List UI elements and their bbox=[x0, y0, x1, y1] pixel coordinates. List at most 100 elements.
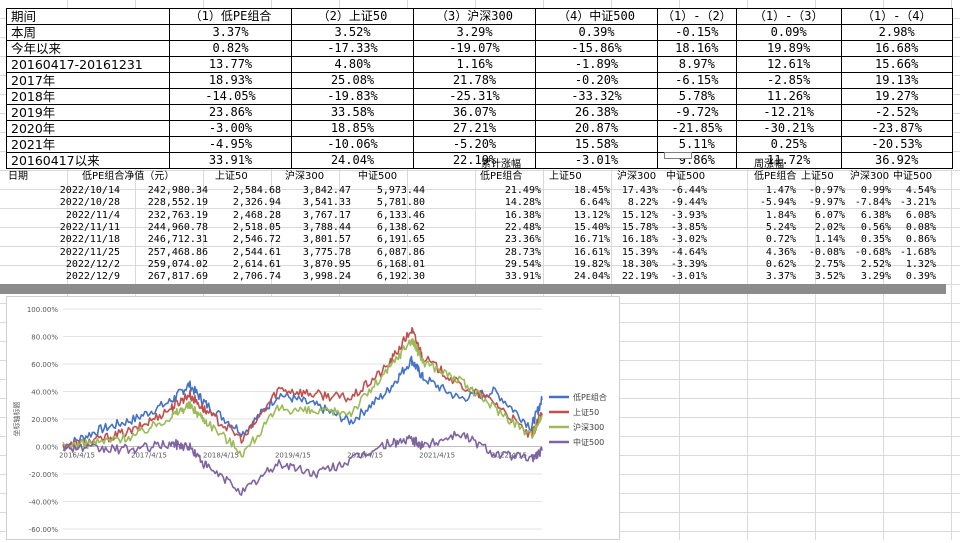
summary-row: 2021年 -4.95% -10.06% -5.20% 15.58% 5.11% 0.25%… bbox=[6, 136, 953, 153]
weekly-value: 0.72% bbox=[765, 234, 796, 246]
summary-row: 20160417-20161231 13.77% 4.80% 1.16% -1.89% 8… bbox=[6, 56, 953, 73]
nav-value: 257,468.86 bbox=[147, 246, 208, 258]
summary-cell: 15.66% bbox=[840, 56, 953, 73]
nav-value: 3,767.17 bbox=[302, 209, 351, 221]
summary-cell: 19.89% bbox=[735, 40, 842, 57]
header-cum-0: 低PE组合 bbox=[480, 171, 523, 182]
summary-cell: -3.01% bbox=[535, 152, 658, 169]
weekly-value: -0.08% bbox=[808, 246, 845, 258]
y-tick-label: 20.00% bbox=[31, 416, 58, 424]
weekly-value: -1.68% bbox=[899, 246, 936, 258]
cumulative-value: 19.82% bbox=[573, 258, 610, 270]
frozen-pane-divider[interactable] bbox=[0, 284, 946, 294]
y-tick-label: -20.00% bbox=[29, 471, 59, 479]
nav-value: 3,842.47 bbox=[302, 185, 351, 196]
summary-cell: -23.87% bbox=[840, 120, 953, 137]
nav-value: 3,801.57 bbox=[302, 234, 351, 246]
header-week-2: 沪深300 bbox=[850, 171, 890, 182]
weekly-value: 0.56% bbox=[860, 221, 891, 233]
weekly-value: 4.36% bbox=[765, 246, 796, 258]
x-tick-label: 2017/4/15 bbox=[131, 452, 167, 460]
cumulative-value: 15.12% bbox=[621, 209, 658, 221]
weekly-value: -5.94% bbox=[759, 197, 796, 209]
legend-label: 中证500 bbox=[573, 437, 604, 447]
cumulative-value: 21.49% bbox=[504, 185, 541, 196]
summary-cell: 21.78% bbox=[413, 72, 536, 89]
nav-value: 2,546.72 bbox=[232, 234, 281, 246]
cumulative-return-chart[interactable]: 100.00% 80.00% 60.00% 40.00% 20.00% 0.00% -20.… bbox=[6, 296, 620, 540]
row-label: 20160417-20161231 bbox=[6, 56, 170, 73]
weekly-value: 1.84% bbox=[765, 209, 796, 221]
summary-cell: -25.31% bbox=[413, 88, 536, 105]
summary-row: 2017年 18.93% 25.08% 21.78% -0.20% -6.15% -2.85… bbox=[6, 72, 953, 89]
weekly-value: 2.52% bbox=[860, 258, 891, 270]
header-col-3: （3）沪深300 bbox=[413, 8, 536, 25]
summary-cell: 23.86% bbox=[169, 104, 292, 121]
summary-cell: -3.00% bbox=[169, 120, 292, 137]
weekly-value: 0.39% bbox=[905, 271, 936, 283]
y-tick-label: 100.00% bbox=[27, 306, 58, 314]
header-col-6: （1）-（3） bbox=[735, 8, 842, 25]
weekly-value: 0.62% bbox=[765, 258, 796, 270]
weekly-value: 0.99% bbox=[860, 185, 891, 196]
nav-value: 2,706.74 bbox=[232, 271, 281, 283]
x-tick-label: 2019/4/15 bbox=[275, 452, 311, 460]
row-label: 今年以来 bbox=[6, 40, 170, 57]
header-week-1: 上证50 bbox=[801, 171, 834, 182]
summary-cell: 22.19% bbox=[413, 152, 536, 169]
summary-cell: 0.82% bbox=[169, 40, 292, 57]
summary-cell: -19.83% bbox=[291, 88, 414, 105]
summary-table: 期间 （1）低PE组合 （2）上证50 （3）沪深300 （4）中证500 （1）-（2）… bbox=[6, 8, 953, 169]
weekly-value: 0.08% bbox=[905, 221, 936, 233]
summary-cell: 18.85% bbox=[291, 120, 414, 137]
cumulative-value: -3.93% bbox=[670, 209, 707, 221]
cumulative-value: 16.18% bbox=[621, 234, 658, 246]
summary-cell: -2.52% bbox=[840, 104, 953, 121]
cumulative-value: -9.44% bbox=[670, 197, 707, 209]
cumulative-value: -4.64% bbox=[670, 246, 707, 258]
summary-cell: 33.91% bbox=[169, 152, 292, 169]
cumulative-value: 24.04% bbox=[573, 271, 610, 283]
cumulative-value: 22.48% bbox=[504, 221, 541, 233]
cumulative-value: 33.91% bbox=[504, 271, 541, 283]
selected-cell-marker[interactable] bbox=[664, 152, 692, 159]
header-date: 日期 bbox=[8, 171, 28, 182]
summary-cell: 13.77% bbox=[169, 56, 292, 73]
nav-value: 6,087.86 bbox=[376, 246, 425, 258]
header-period: 期间 bbox=[6, 8, 170, 25]
summary-cell: -15.86% bbox=[535, 40, 658, 57]
cumulative-value: 18.30% bbox=[621, 258, 658, 270]
nav-value: 2,584.68 bbox=[232, 185, 281, 196]
summary-cell: 4.80% bbox=[291, 56, 414, 73]
summary-cell: 16.68% bbox=[840, 40, 953, 57]
summary-cell: 36.92% bbox=[840, 152, 953, 169]
summary-cell: 0.09% bbox=[735, 24, 842, 41]
header-nav-3: 中证500 bbox=[358, 171, 398, 182]
header-nav-0: 低PE组合净值（元） bbox=[82, 171, 175, 182]
cumulative-value: -3.01% bbox=[670, 271, 707, 283]
row-label: 2021年 bbox=[6, 136, 170, 153]
nav-value: 242,980.34 bbox=[147, 185, 208, 196]
summary-cell: 11.72% bbox=[735, 152, 842, 169]
summary-cell: -33.32% bbox=[535, 88, 658, 105]
nav-value: 228,552.19 bbox=[147, 197, 208, 209]
row-label: 2019年 bbox=[6, 104, 170, 121]
header-nav-2: 沪深300 bbox=[285, 171, 325, 182]
summary-cell: 19.27% bbox=[840, 88, 953, 105]
header-week-3: 中证500 bbox=[893, 171, 933, 182]
summary-cell: -9.72% bbox=[657, 104, 737, 121]
row-date: 2022/11/4 bbox=[65, 209, 120, 221]
summary-cell: 2.98% bbox=[840, 24, 953, 41]
weekly-value: 3.37% bbox=[765, 271, 796, 283]
row-label: 20160417以来 bbox=[6, 152, 170, 169]
y-tick-label: 0.00% bbox=[36, 444, 59, 452]
weekly-value: 1.32% bbox=[905, 258, 936, 270]
header-nav-1: 上证50 bbox=[215, 171, 248, 182]
row-date: 2022/12/2 bbox=[65, 258, 120, 270]
cumulative-value: 15.40% bbox=[573, 221, 610, 233]
cumulative-value: 16.61% bbox=[573, 246, 610, 258]
summary-cell: -20.53% bbox=[840, 136, 953, 153]
header-cum-2: 沪深300 bbox=[617, 171, 657, 182]
cumulative-value: 28.73% bbox=[504, 246, 541, 258]
legend-label: 上证50 bbox=[573, 408, 599, 417]
